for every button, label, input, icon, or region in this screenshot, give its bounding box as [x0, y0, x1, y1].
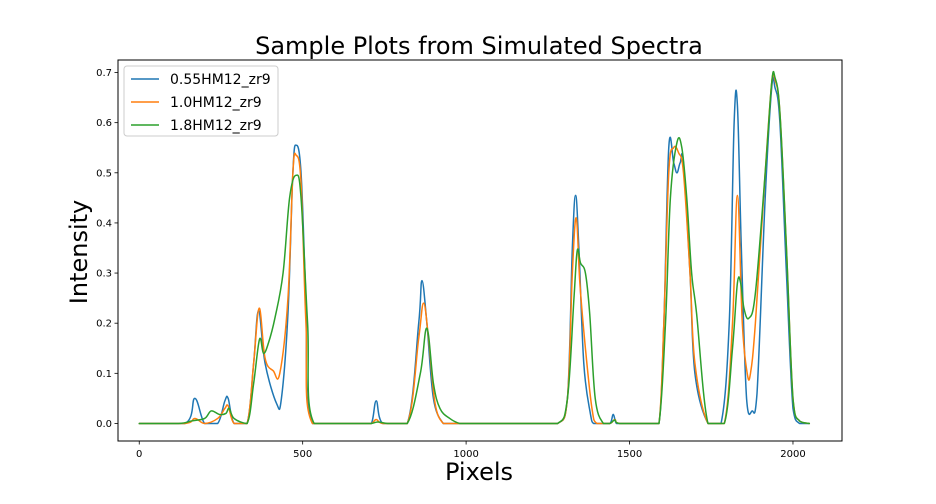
x-tick-label: 1000	[453, 449, 478, 460]
legend-items: 0.55HM12_zr9 1.0HM12_zr9 1.8HM12_zr9	[131, 72, 271, 134]
y-axis: 0.0 0.1 0.2 0.3 0.4 0.5 0.6 0.7	[96, 68, 118, 430]
legend-box	[123, 65, 279, 137]
y-axis-label: Intensity	[65, 200, 93, 304]
y-tick-label: 0.5	[96, 168, 112, 179]
x-tick-label: 1500	[617, 449, 642, 460]
x-axis: 0 500 1000 1500 2000	[136, 441, 806, 460]
legend: 0.55HM12_zr9 1.0HM12_zr9 1.8HM12_zr9	[123, 65, 279, 137]
y-tick-label: 0.6	[96, 118, 112, 129]
y-tick-label: 0.3	[96, 269, 112, 280]
legend-label: 1.0HM12_zr9	[170, 95, 262, 111]
legend-label: 1.8HM12_zr9	[170, 118, 262, 134]
y-tick-label: 0.7	[96, 68, 112, 79]
x-tick-label: 500	[293, 449, 312, 460]
plot-frame	[117, 59, 843, 442]
y-tick-label: 0.2	[96, 319, 112, 330]
x-tick-label: 2000	[780, 449, 805, 460]
x-axis-label: Pixels	[445, 458, 513, 486]
series-layer	[138, 70, 811, 425]
series-line-3	[138, 70, 811, 425]
y-tick-label: 0.4	[96, 218, 112, 229]
series-line-2	[138, 72, 811, 425]
y-tick-label: 0.1	[96, 369, 112, 380]
y-tick-label: 0.0	[96, 419, 112, 430]
legend-label: 0.55HM12_zr9	[170, 72, 271, 88]
x-tick-label: 0	[136, 449, 142, 460]
chart-title: Sample Plots from Simulated Spectra	[255, 32, 703, 60]
